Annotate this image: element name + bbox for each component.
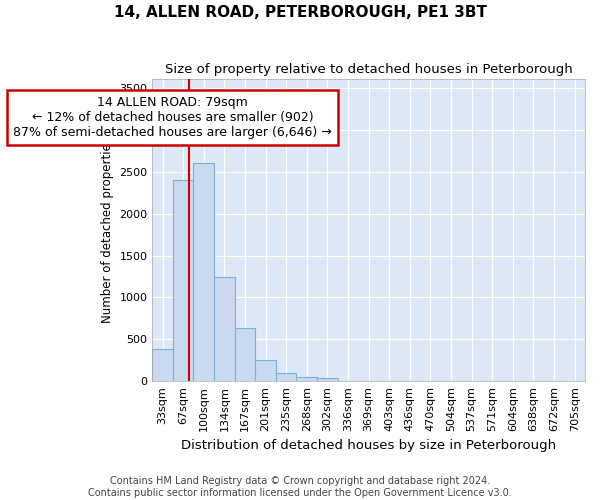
Text: 14 ALLEN ROAD: 79sqm
← 12% of detached houses are smaller (902)
87% of semi-deta: 14 ALLEN ROAD: 79sqm ← 12% of detached h… — [13, 96, 332, 139]
Title: Size of property relative to detached houses in Peterborough: Size of property relative to detached ho… — [165, 62, 572, 76]
Bar — [193, 164, 214, 382]
Y-axis label: Number of detached properties: Number of detached properties — [101, 138, 113, 324]
Bar — [173, 180, 193, 382]
Bar — [214, 278, 235, 382]
Bar — [276, 373, 296, 382]
Text: Contains HM Land Registry data © Crown copyright and database right 2024.
Contai: Contains HM Land Registry data © Crown c… — [88, 476, 512, 498]
Bar — [255, 360, 276, 382]
Bar — [235, 328, 255, 382]
Bar — [317, 378, 338, 382]
X-axis label: Distribution of detached houses by size in Peterborough: Distribution of detached houses by size … — [181, 440, 556, 452]
Bar — [152, 348, 173, 382]
Text: 14, ALLEN ROAD, PETERBOROUGH, PE1 3BT: 14, ALLEN ROAD, PETERBOROUGH, PE1 3BT — [113, 5, 487, 20]
Bar — [296, 376, 317, 382]
